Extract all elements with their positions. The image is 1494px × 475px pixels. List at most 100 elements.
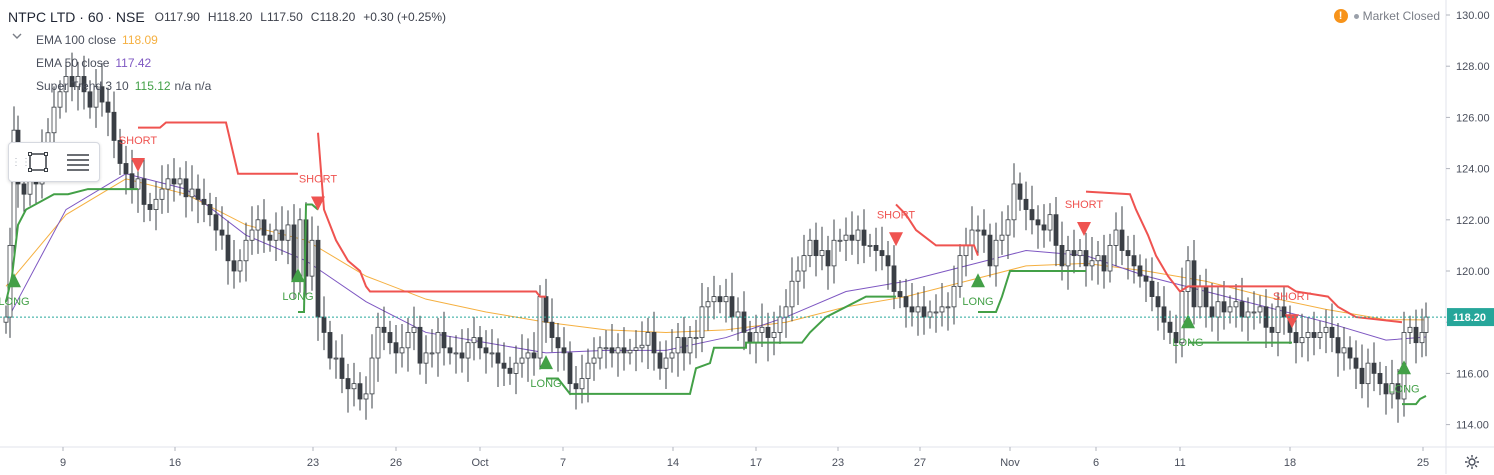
- candle-body: [75, 76, 81, 88]
- candle-body: [549, 321, 555, 338]
- candle-body: [543, 296, 549, 323]
- candle-body: [327, 332, 333, 359]
- candle-body: [891, 265, 897, 292]
- candle-body: [1095, 255, 1101, 262]
- long-signal-arrow: [539, 355, 553, 370]
- market-status[interactable]: ! Market Closed: [1333, 9, 1440, 23]
- candle-body: [765, 326, 771, 338]
- candle-body: [759, 326, 765, 333]
- lines-tool-button[interactable]: [61, 145, 95, 179]
- candle-body: [753, 332, 759, 344]
- candle-body: [1389, 383, 1395, 395]
- candle-body: [789, 280, 795, 308]
- candle-body: [369, 357, 375, 395]
- candle-body: [699, 306, 705, 338]
- candle-body: [777, 316, 783, 333]
- candle-body: [1011, 183, 1017, 221]
- candle-body: [159, 188, 165, 200]
- candle-body: [105, 101, 111, 113]
- candle-body: [711, 296, 717, 303]
- candle-body: [687, 337, 693, 354]
- candle-body: [1323, 326, 1329, 333]
- candle-body: [165, 178, 171, 190]
- candle-body: [489, 352, 495, 355]
- candle-body: [117, 140, 123, 164]
- candle-body: [867, 244, 873, 247]
- candle-body: [1041, 224, 1047, 231]
- drag-handle-icon[interactable]: ⋮⋮: [11, 156, 31, 168]
- candle-body: [843, 234, 849, 241]
- candle-body: [1365, 362, 1371, 385]
- short-signal-arrow: [1077, 222, 1091, 237]
- indicator-ema50[interactable]: EMA 50 close 117.42: [8, 52, 454, 75]
- x-tick-label: 17: [750, 457, 762, 469]
- ema50-line: [5, 173, 1427, 354]
- candle-body: [831, 239, 837, 267]
- x-tick-label: Nov: [1000, 457, 1020, 469]
- short-signal-arrow: [311, 196, 325, 211]
- candle-body: [1197, 285, 1203, 308]
- close-value: C118.20: [310, 10, 356, 24]
- candle-body: [273, 229, 279, 241]
- short-signal-label: SHORT: [119, 135, 158, 147]
- short-signal-label: SHORT: [1273, 291, 1312, 303]
- x-tick-label: 27: [914, 457, 926, 469]
- candle-body: [525, 352, 531, 359]
- candle-body: [681, 337, 687, 354]
- candle-body: [309, 239, 315, 277]
- candle-body: [921, 306, 927, 318]
- candle-body: [633, 347, 639, 351]
- x-tick-label: 23: [832, 457, 844, 469]
- candle-body: [1377, 372, 1383, 385]
- candle-body: [651, 332, 657, 354]
- candle-body: [291, 224, 297, 282]
- candle-body: [195, 188, 201, 200]
- candle-body: [837, 239, 843, 242]
- candle-body: [669, 352, 675, 359]
- candle-body: [483, 347, 489, 354]
- candle-body: [1245, 311, 1251, 318]
- candle-body: [1107, 244, 1113, 272]
- candle-body: [141, 178, 147, 205]
- short-signal-label: SHORT: [877, 209, 916, 221]
- candle-body: [1293, 332, 1299, 344]
- candle-body: [513, 362, 519, 374]
- candle-body: [1137, 265, 1143, 277]
- long-signal-arrow: [1181, 314, 1195, 329]
- candle-body: [231, 260, 237, 272]
- candle-body: [963, 244, 969, 257]
- long-signal-label: LONG: [0, 296, 30, 308]
- candle-body: [1185, 260, 1191, 292]
- candle-body: [555, 337, 561, 349]
- candle-body: [693, 337, 699, 339]
- indicator-value: 115.12: [134, 79, 171, 93]
- rectangle-tool-button[interactable]: [21, 145, 55, 179]
- supertrend-up-line: [298, 203, 319, 313]
- candle-body: [1215, 301, 1221, 318]
- indicator-label: EMA 100 close: [36, 33, 117, 47]
- change-value: +0.30 (+0.25%): [363, 10, 447, 24]
- supertrend-down-line: [138, 121, 298, 175]
- candle-body: [597, 347, 603, 359]
- indicator-ema100[interactable]: EMA 100 close 118.09: [8, 29, 454, 52]
- candle-body: [393, 342, 399, 354]
- gear-icon[interactable]: [1464, 454, 1480, 470]
- y-tick-label: 128.00: [1456, 61, 1490, 73]
- long-signal-label: LONG: [530, 378, 561, 390]
- candle-body: [417, 326, 423, 364]
- eye-icon[interactable]: [10, 29, 24, 43]
- candle-body: [447, 347, 453, 354]
- symbol-title: NTPC LTD · 60 · NSE: [8, 9, 145, 25]
- candle-body: [1005, 219, 1011, 236]
- candle-body: [339, 357, 345, 379]
- candle-body: [81, 76, 87, 93]
- candle-body: [987, 234, 993, 267]
- candle-body: [333, 357, 339, 360]
- candle-body: [477, 337, 483, 349]
- indicator-supertrend[interactable]: Super Trend 3 10 115.12 n/a n/a: [8, 75, 454, 98]
- candle-body: [249, 229, 255, 241]
- candle-body: [1221, 301, 1227, 313]
- candle-body: [411, 326, 417, 333]
- candle-body: [957, 255, 963, 287]
